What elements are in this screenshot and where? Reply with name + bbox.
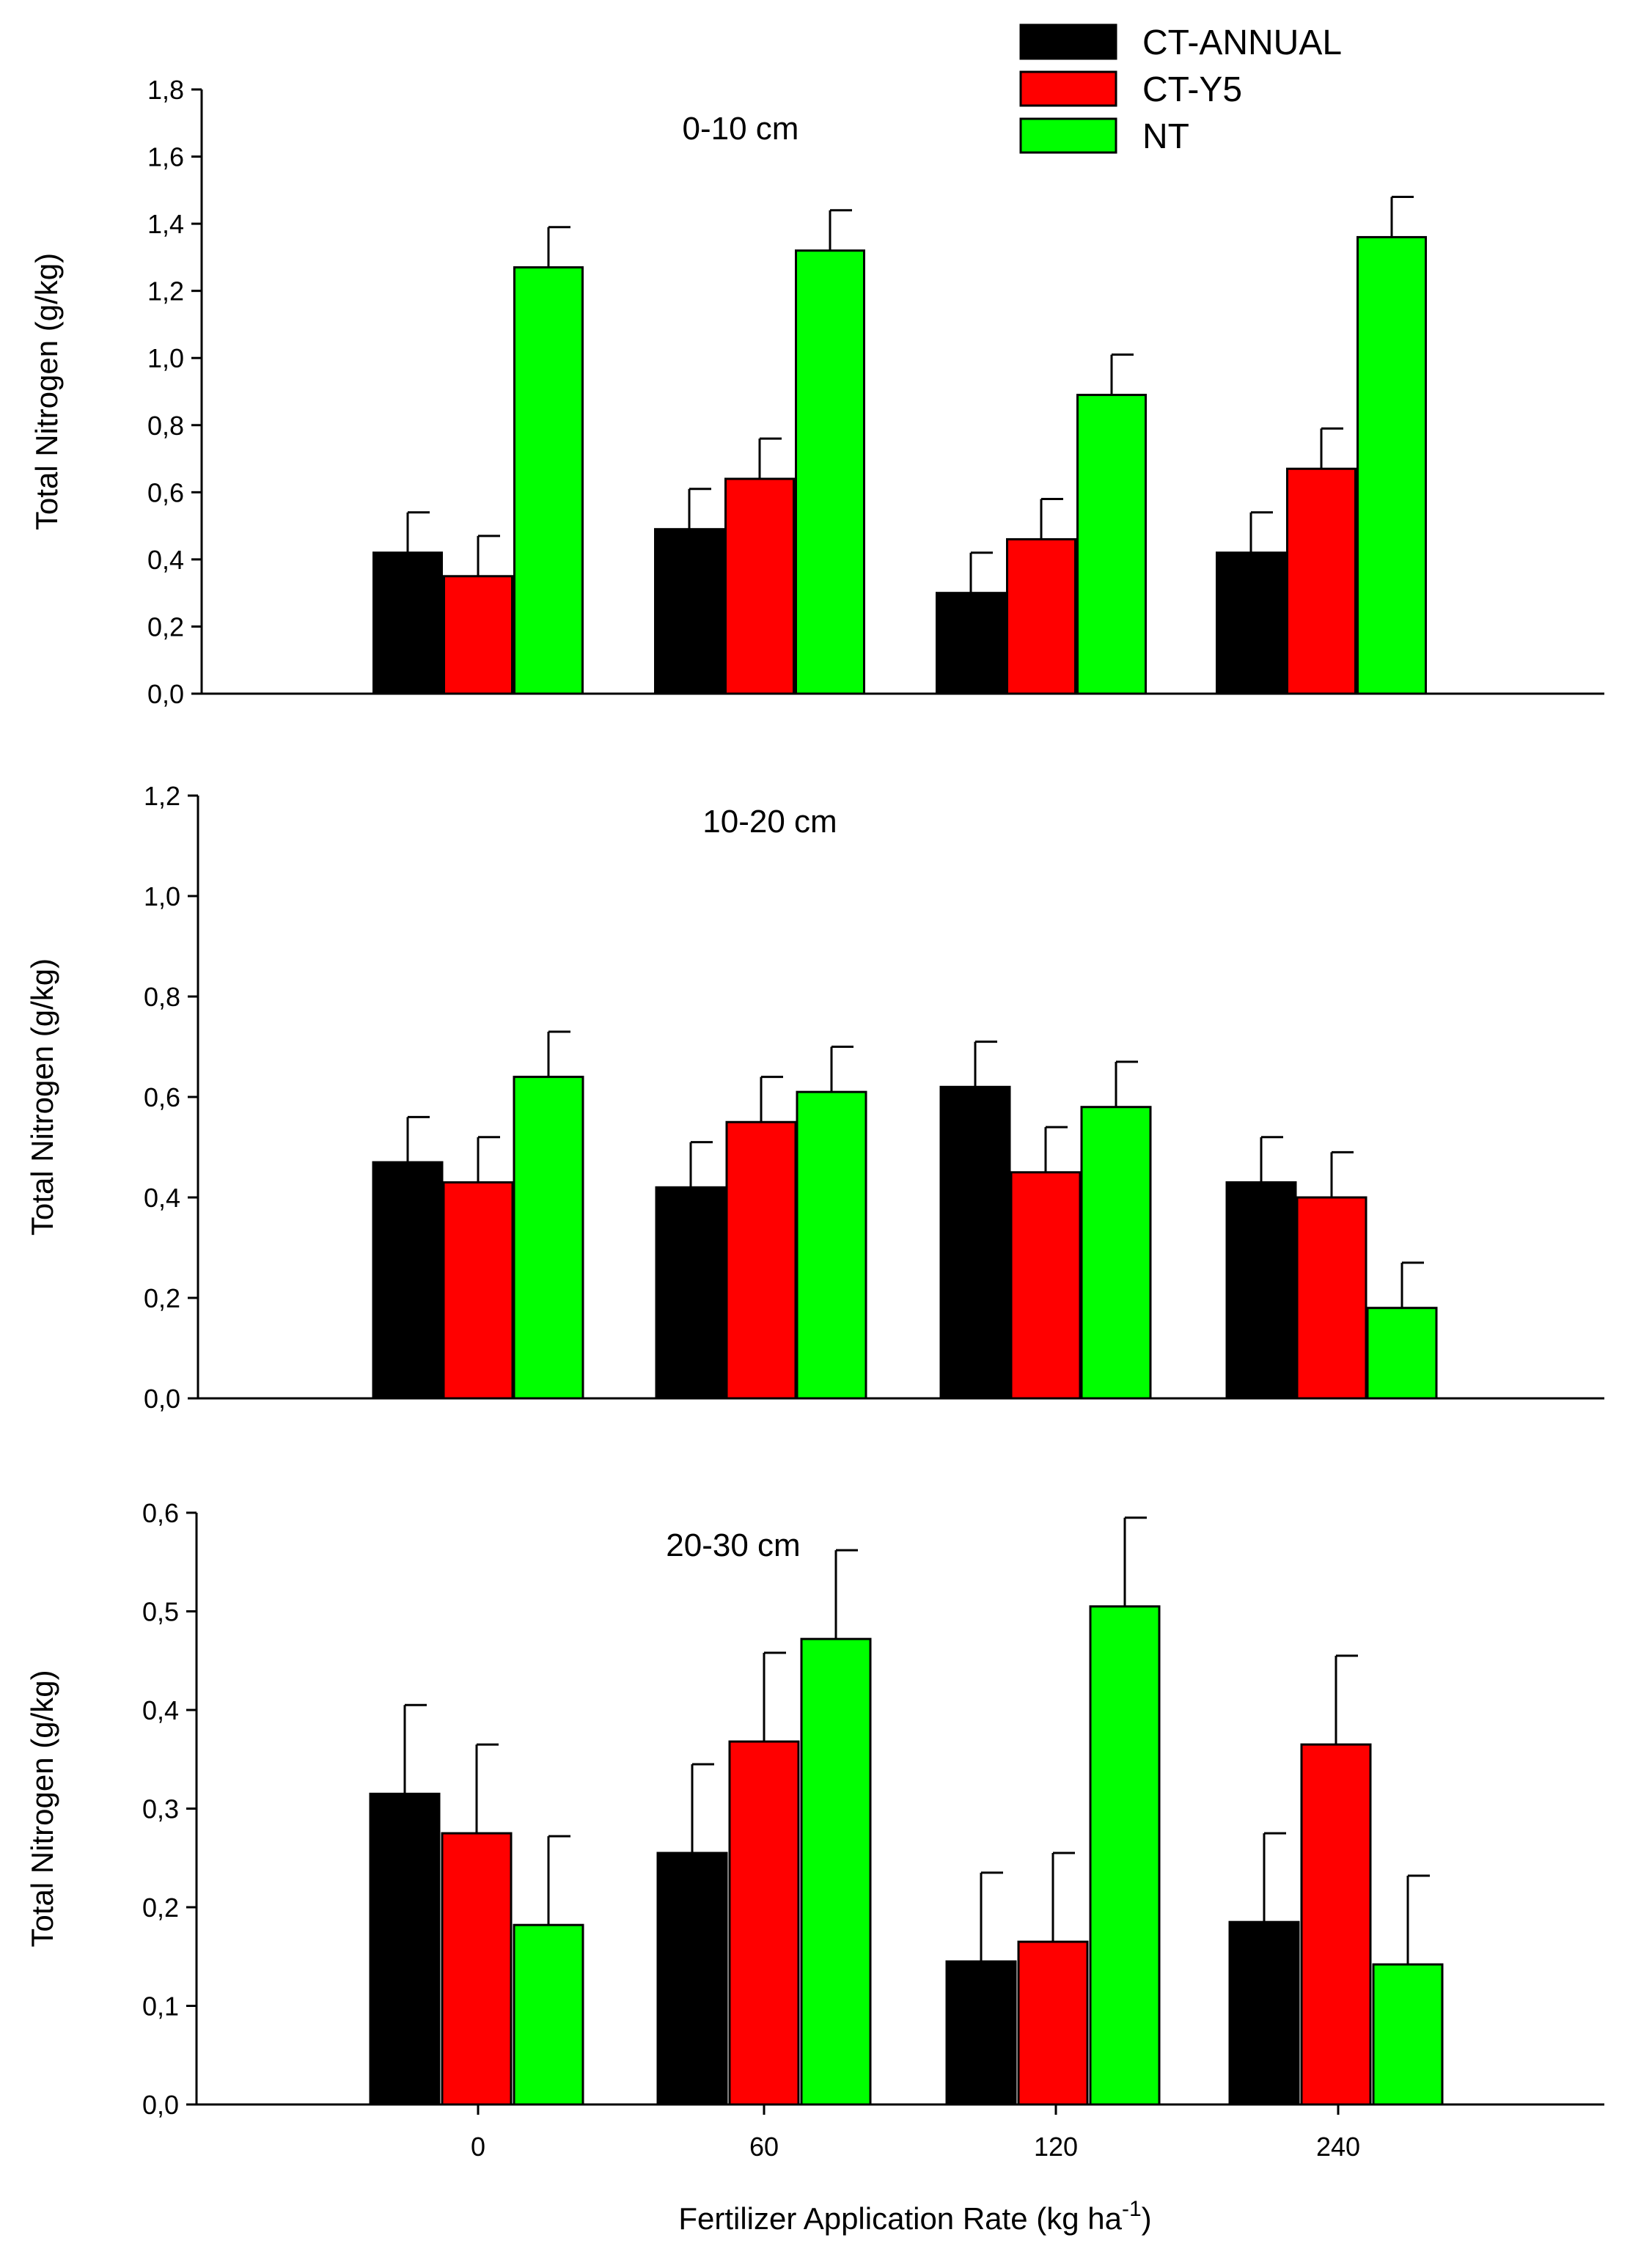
y-tick-label: 1,8 xyxy=(147,75,184,105)
legend-swatch-ct-y5 xyxy=(1019,70,1117,107)
x-axis-title: Fertilizer Application Rate (kg ha-1) xyxy=(678,2197,1151,2236)
y-tick-label: 1,2 xyxy=(147,276,184,307)
bar-ct-annual-0 xyxy=(372,1161,444,1400)
bar-ct-annual-60 xyxy=(654,528,724,695)
y-tick-label: 1,2 xyxy=(144,781,180,811)
bar-ct-annual-60 xyxy=(655,1186,727,1400)
bar-ct-y5-240 xyxy=(1300,1743,1372,2106)
y-tick-label: 1,0 xyxy=(144,881,180,911)
y-tick-label: 0,8 xyxy=(147,411,184,441)
y-tick-label: 0,0 xyxy=(142,2090,179,2120)
y-tick-label: 0,4 xyxy=(142,1695,179,1725)
bar-nt-240 xyxy=(1366,1307,1438,1400)
bar-ct-y5-60 xyxy=(728,1740,800,2106)
y-axis-title: Total Nitrogen (g/kg) xyxy=(29,253,64,530)
bar-ct-y5-120 xyxy=(1017,1940,1089,2106)
legend-label-nt: NT xyxy=(1142,117,1189,156)
x-tick-label: 120 xyxy=(1034,2132,1078,2162)
bar-ct-y5-240 xyxy=(1286,467,1357,695)
bar-ct-y5-60 xyxy=(724,477,795,695)
bar-ct-annual-120 xyxy=(945,1960,1017,2106)
bar-nt-0 xyxy=(513,1076,584,1400)
y-tick-label: 0,6 xyxy=(147,477,184,507)
bar-ct-annual-240 xyxy=(1216,551,1286,695)
bar-nt-120 xyxy=(1076,394,1147,695)
bar-ct-y5-120 xyxy=(1006,537,1076,695)
bar-ct-y5-240 xyxy=(1296,1196,1368,1400)
y-tick-label: 0,5 xyxy=(142,1597,179,1627)
bar-ct-y5-60 xyxy=(725,1120,797,1400)
y-tick-label: 0,2 xyxy=(142,1893,179,1923)
panel-1: 0,0 0,2 0,4 0,6 0,8 1,0 1,2 1,4 1,6 1,8 Total Nitr… xyxy=(29,75,1604,709)
legend: CT-ANNUAL CT-Y5 NT xyxy=(1019,23,1342,156)
bar-ct-annual-0 xyxy=(372,551,443,695)
y-tick-label: 0,6 xyxy=(142,1498,179,1528)
y-tick-label: 0,8 xyxy=(144,982,180,1012)
bar-nt-120 xyxy=(1080,1106,1152,1400)
bar-nt-60 xyxy=(795,249,865,695)
bar-nt-240 xyxy=(1372,1963,1444,2106)
bar-nt-60 xyxy=(800,1637,872,2106)
y-tick-label: 0,0 xyxy=(144,1384,180,1414)
panels: 0,0 0,2 0,4 0,6 0,8 1,0 1,2 1,4 1,6 1,8 Total Nitr… xyxy=(25,75,1604,2162)
y-tick-label: 0,4 xyxy=(147,545,184,575)
y-tick-label: 1,0 xyxy=(147,343,184,373)
bar-nt-0 xyxy=(513,1923,584,2106)
y-tick-label: 0,1 xyxy=(142,1992,179,2022)
y-axis-title: Total Nitrogen (g/kg) xyxy=(25,1670,59,1947)
bar-ct-annual-120 xyxy=(936,592,1006,695)
bar-ct-annual-0 xyxy=(369,1792,441,2106)
y-tick-label: 0,4 xyxy=(144,1183,180,1213)
bar-nt-0 xyxy=(513,266,584,695)
bar-nt-60 xyxy=(796,1090,867,1400)
bar-nt-240 xyxy=(1357,235,1427,695)
legend-label-ct-y5: CT-Y5 xyxy=(1142,70,1242,109)
y-tick-label: 0,2 xyxy=(147,612,184,642)
panel-3: 0,0 0,1 0,2 0,3 0,4 0,5 0,6 Total Nitrogen (g/k… xyxy=(25,1498,1604,2162)
panel-title: 10-20 cm xyxy=(702,804,837,840)
bar-ct-y5-120 xyxy=(1010,1171,1082,1400)
legend-swatch-nt xyxy=(1019,117,1117,154)
y-tick-label: 0,3 xyxy=(142,1794,179,1824)
y-axis-title: Total Nitrogen (g/kg) xyxy=(25,958,59,1236)
y-tick-label: 1,6 xyxy=(147,142,184,172)
y-tick-label: 1,4 xyxy=(147,209,184,239)
x-tick-label: 60 xyxy=(749,2132,779,2162)
x-tick-label: 0 xyxy=(471,2132,485,2162)
bar-ct-annual-120 xyxy=(939,1085,1011,1400)
bar-ct-y5-0 xyxy=(441,1832,513,2106)
panel-2: 0,0 0,2 0,4 0,6 0,8 1,0 1,2 Total Nitrogen (g/k… xyxy=(25,781,1604,1414)
bar-ct-annual-60 xyxy=(656,1852,728,2106)
x-tick-label: 240 xyxy=(1316,2132,1360,2162)
y-tick-label: 0,2 xyxy=(144,1283,180,1313)
bar-ct-annual-240 xyxy=(1225,1181,1297,1400)
legend-label-ct-annual: CT-ANNUAL xyxy=(1142,23,1342,62)
y-tick-label: 0,6 xyxy=(144,1082,180,1112)
bar-nt-120 xyxy=(1089,1605,1161,2106)
bar-ct-annual-240 xyxy=(1228,1920,1300,2106)
y-tick-label: 0,0 xyxy=(147,679,184,709)
bar-ct-y5-0 xyxy=(442,1181,514,1400)
panel-title: 20-30 cm xyxy=(666,1527,800,1563)
bar-ct-y5-0 xyxy=(443,575,513,695)
panel-title: 0-10 cm xyxy=(683,111,799,147)
legend-swatch-ct-annual xyxy=(1019,23,1117,60)
